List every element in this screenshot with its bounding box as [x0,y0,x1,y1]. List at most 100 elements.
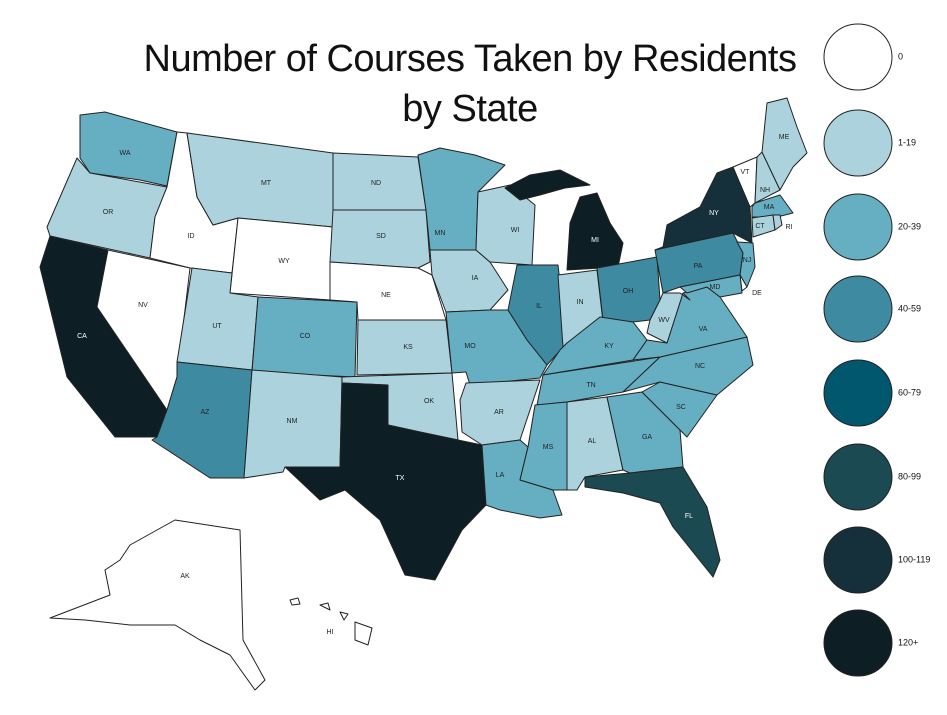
state-label: MI [591,237,599,244]
state-label: ID [188,233,195,240]
state-label: NY [709,210,719,217]
states-layer [39,97,808,691]
title-line-2: by State [402,88,538,130]
state-fl[interactable] [584,466,721,578]
state-wv[interactable] [646,292,691,344]
state-label: MO [464,343,476,350]
legend-label: 60-79 [898,387,921,397]
legend-item: 40-59 [823,275,921,343]
legend-label: 80-99 [898,471,921,481]
state-label: MD [710,284,721,291]
state-ak[interactable] [49,519,266,691]
legend-item: 120+ [823,609,918,677]
legend-swatch [823,609,893,677]
state-shape[interactable] [319,602,331,611]
state-shape[interactable] [354,621,373,646]
legend-item: 80-99 [823,443,921,511]
state-label: WI [511,227,520,234]
state-label: TN [586,382,595,389]
state-md[interactable] [679,274,743,298]
state-label: NJ [743,257,752,264]
state-label: TX [396,475,405,482]
state-shape[interactable] [772,214,783,231]
legend-item: 0 [823,23,903,91]
state-label: MA [764,204,775,211]
state-label: AK [180,573,190,580]
state-shape[interactable] [536,356,661,406]
state-label: WY [278,258,290,265]
state-wa[interactable] [79,111,178,187]
state-tn[interactable] [536,356,661,406]
state-shape[interactable] [481,439,563,519]
state-la[interactable] [481,439,563,519]
state-label: IN [577,299,584,306]
state-shape[interactable] [284,382,487,581]
state-label: DE [752,290,762,297]
legend-label: 1-19 [898,137,916,147]
state-shape[interactable] [445,309,548,386]
state-label: LA [496,472,505,479]
state-label: OR [103,209,114,216]
state-label: CA [77,333,87,340]
legend-label: 40-59 [898,303,921,313]
state-shape[interactable] [289,597,301,606]
state-shape[interactable] [507,264,568,366]
state-shape[interactable] [646,292,691,344]
legend-item: 60-79 [823,359,921,427]
legend-item: 20-39 [823,193,921,261]
state-shape[interactable] [761,97,808,191]
state-label: VT [741,169,751,176]
state-ri[interactable] [772,214,783,231]
state-label: MT [261,180,272,187]
legend-label: 0 [898,51,903,61]
state-label: HI [327,629,334,636]
legend-item: 1-19 [823,109,916,177]
state-label: SD [376,233,386,240]
state-shape[interactable] [584,466,721,578]
state-label: KS [403,344,413,351]
legend-swatch [823,193,893,261]
state-shape[interactable] [79,111,178,187]
state-label: ND [371,180,381,187]
state-mo[interactable] [445,309,548,386]
state-shape[interactable] [751,194,794,218]
state-label: IA [472,275,479,282]
legend-swatch [823,23,893,91]
state-label: WV [658,317,670,324]
legend-label: 100-119 [898,554,930,564]
state-label: WA [119,150,130,157]
state-label: NV [138,302,148,309]
state-tx[interactable] [284,382,487,581]
map-title: Number of Courses Taken by Residents by … [120,34,820,134]
state-label: IL [536,303,542,310]
legend-swatch [823,275,893,343]
state-hi[interactable] [289,597,373,646]
legend-label: 20-39 [898,221,921,231]
state-label: OH [623,288,634,295]
state-label: RI [786,224,793,231]
state-shape[interactable] [49,519,266,691]
state-shape[interactable] [329,209,431,269]
state-ny[interactable] [654,166,753,251]
state-label: PA [694,263,703,270]
state-shape[interactable] [679,274,743,298]
legend-swatch [823,443,893,511]
state-shape[interactable] [566,192,624,271]
state-shape[interactable] [654,166,753,251]
state-label: AR [494,409,504,416]
state-shape[interactable] [339,611,349,621]
state-il[interactable] [507,264,568,366]
state-label: MS [543,444,554,451]
state-label: AL [588,438,597,445]
legend: 0 1-19 20-39 40-59 60-79 80-99 100-119 120+ [823,23,930,677]
state-label: CT [755,223,765,230]
state-sd[interactable] [329,209,431,269]
state-ma[interactable] [751,194,794,218]
state-label: MN [435,230,446,237]
state-label: UT [212,323,222,330]
state-me[interactable] [761,97,808,191]
state-shape[interactable] [504,169,591,201]
state-label: GA [642,434,652,441]
state-mi[interactable] [504,169,624,271]
